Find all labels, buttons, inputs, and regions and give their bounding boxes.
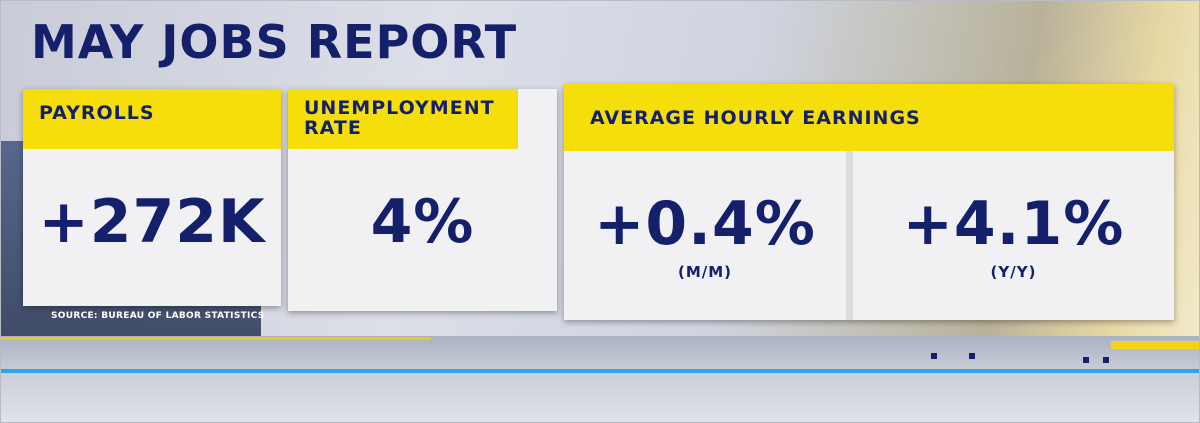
card-value: 4% [370,187,475,257]
title: MAY JOBS REPORT [31,15,518,69]
dot [1083,357,1089,363]
blue-stripe [1,369,1199,373]
card-header: UNEMPLOYMENT RATE [288,89,518,149]
dot [1103,357,1109,363]
card: PAYROLLS +272K [23,89,281,306]
yellow-stripe [1111,341,1199,349]
floor-band [1,336,1199,422]
card-value: +272K [38,187,266,257]
card-note: (Y/Y) [990,263,1037,281]
card-header: PAYROLLS [23,89,281,149]
card: +4.1% (Y/Y) [853,151,1174,320]
card-header: AVERAGE HOURLY EARNINGS [564,84,1174,151]
dot [969,353,975,359]
card-value: +4.1% [902,189,1125,259]
card: UNEMPLOYMENT RATE 4% [288,89,557,311]
source-note: SOURCE: BUREAU OF LABOR STATISTICS [51,311,265,321]
card-value: +0.4% [594,189,816,259]
card: +0.4% (M/M) [564,151,846,320]
dot [931,353,937,359]
card-note: (M/M) [677,263,733,281]
card-group: AVERAGE HOURLY EARNINGS +0.4% (M/M) +4.1… [564,84,1174,320]
yellow-stripe [1,337,431,340]
